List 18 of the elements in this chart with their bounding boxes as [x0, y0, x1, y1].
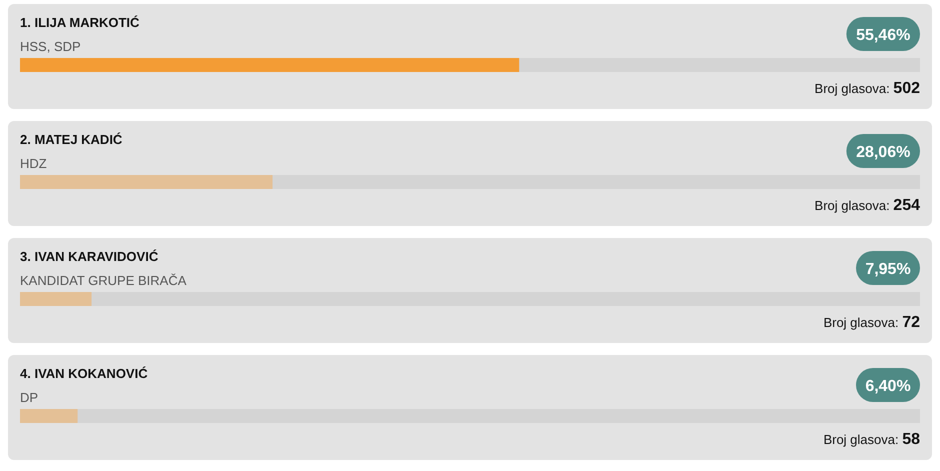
bar: [20, 292, 92, 306]
bar: [20, 409, 78, 423]
annotation: Broj glasova: 72: [823, 314, 920, 331]
data-label: 28,06%: [856, 144, 910, 161]
y-tick-label: 2. MATEJ KADIĆ: [20, 132, 123, 147]
annotation: Broj glasova: 254: [814, 197, 920, 214]
annotation: HDZ: [20, 156, 47, 171]
data-label: 55,46%: [856, 27, 910, 44]
annotation: HSS, SDP: [20, 39, 81, 54]
annotation: Broj glasova: 58: [823, 431, 920, 448]
annotation: DP: [20, 390, 38, 405]
annotation: KANDIDAT GRUPE BIRAČA: [20, 273, 187, 288]
data-label: 7,95%: [865, 261, 911, 278]
y-tick-label: 3. IVAN KARAVIDOVIĆ: [20, 249, 159, 264]
annotation: Broj glasova: 502: [814, 80, 920, 97]
data-label: 6,40%: [865, 378, 911, 395]
y-tick-label: 1. ILIJA MARKOTIĆ: [20, 15, 140, 30]
y-tick-label: 4. IVAN KOKANOVIĆ: [20, 366, 148, 381]
